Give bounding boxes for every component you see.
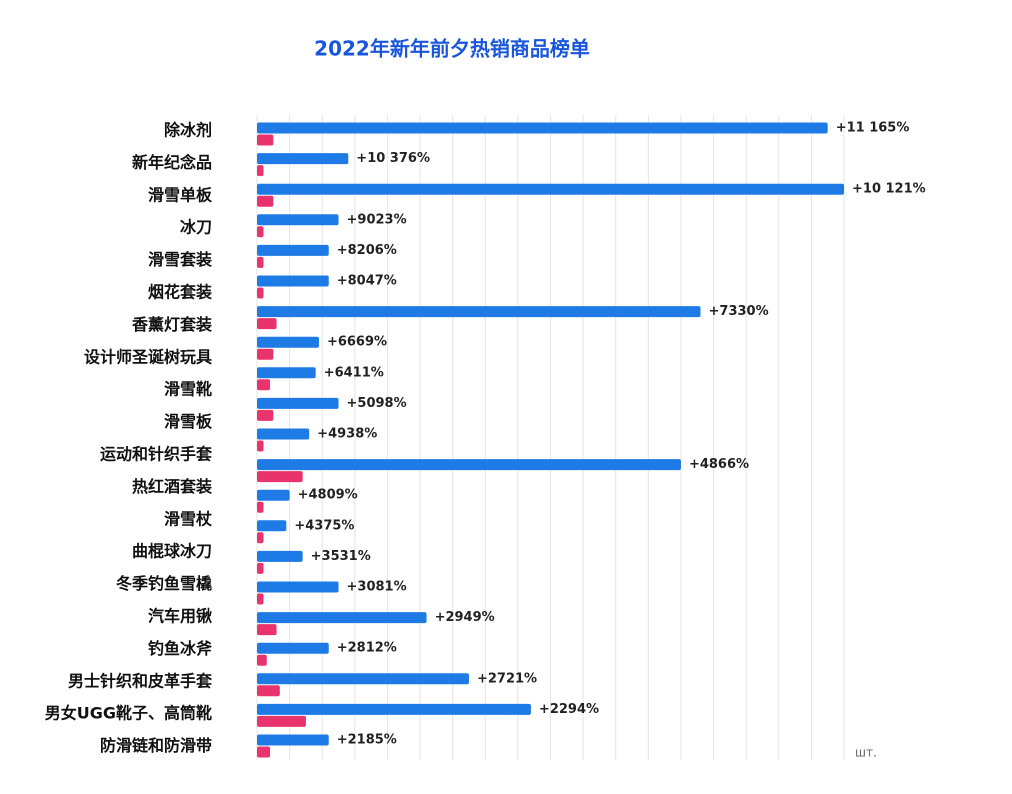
category-label: 曲棍球冰刀 bbox=[132, 542, 212, 561]
bar bbox=[257, 562, 264, 574]
bar bbox=[257, 489, 290, 501]
bar-annotation: +5098% bbox=[347, 396, 407, 411]
bar bbox=[257, 367, 316, 379]
category-label: 冰刀 bbox=[180, 218, 212, 237]
bar bbox=[257, 379, 271, 391]
unit-label: шт. bbox=[855, 746, 877, 760]
category-label: 滑雪杖 bbox=[164, 509, 212, 528]
bar bbox=[257, 122, 828, 134]
bar bbox=[257, 275, 329, 287]
bar bbox=[257, 520, 287, 532]
bar bbox=[257, 642, 329, 654]
bar-annotation: +2294% bbox=[539, 702, 599, 717]
bar bbox=[257, 348, 274, 360]
bar bbox=[257, 581, 339, 593]
bar bbox=[257, 471, 303, 483]
bar-annotation: +2949% bbox=[435, 610, 495, 625]
bar bbox=[257, 226, 264, 238]
bar-annotation: +4866% bbox=[689, 457, 749, 472]
bar bbox=[257, 409, 274, 421]
bar-annotation: +2185% bbox=[337, 733, 397, 748]
bar bbox=[257, 336, 319, 348]
bar-annotation: +10 376% bbox=[356, 151, 430, 166]
bar bbox=[257, 612, 427, 624]
bar bbox=[257, 501, 264, 513]
bar-annotation: +8206% bbox=[337, 243, 397, 258]
category-label: 滑雪靴 bbox=[164, 380, 212, 399]
bar bbox=[257, 397, 339, 409]
bar bbox=[257, 685, 280, 697]
bar-annotation: +4938% bbox=[317, 427, 377, 442]
category-label: 男女UGG靴子、高筒靴 bbox=[45, 704, 212, 723]
category-label: 汽车用锹 bbox=[148, 607, 213, 626]
bar bbox=[257, 734, 329, 746]
bar bbox=[257, 746, 271, 758]
bar bbox=[257, 550, 303, 562]
bar-annotation: +6669% bbox=[327, 335, 387, 350]
bar bbox=[257, 183, 844, 195]
bar-annotation: +6411% bbox=[324, 365, 384, 380]
bar bbox=[257, 153, 349, 165]
bar-annotation: +11 165% bbox=[836, 121, 910, 136]
category-label: 冬季钓鱼雪橇 bbox=[116, 574, 212, 593]
bar bbox=[257, 459, 681, 471]
bar-annotation: +4375% bbox=[294, 518, 354, 533]
bar-annotation: +3531% bbox=[311, 549, 371, 564]
bar bbox=[257, 440, 264, 452]
category-label: 运动和针织手套 bbox=[100, 445, 213, 464]
category-label: 香薰灯套装 bbox=[131, 315, 212, 334]
bar bbox=[257, 654, 267, 666]
bar bbox=[257, 593, 264, 605]
category-label: 除冰剂 bbox=[164, 121, 212, 140]
bar bbox=[257, 532, 264, 544]
bar-annotation: +2812% bbox=[337, 641, 397, 656]
bar bbox=[257, 287, 264, 299]
bar bbox=[257, 673, 469, 685]
category-label: 钓鱼冰斧 bbox=[148, 639, 213, 658]
bar bbox=[257, 195, 274, 207]
bar-annotation: +10 121% bbox=[852, 182, 926, 197]
bar bbox=[257, 703, 531, 715]
bar bbox=[257, 214, 339, 226]
category-label: 防滑链和防滑带 bbox=[100, 736, 212, 755]
bar bbox=[257, 306, 701, 318]
category-label: 滑雪板 bbox=[164, 412, 213, 431]
bar bbox=[257, 715, 306, 727]
bar-annotation: +3081% bbox=[347, 580, 407, 595]
category-label: 滑雪单板 bbox=[148, 185, 213, 204]
bar bbox=[257, 256, 264, 268]
category-label: 新年纪念品 bbox=[132, 153, 212, 172]
bar bbox=[257, 318, 277, 330]
bar bbox=[257, 165, 264, 177]
chart-title: 2022年新年前夕热销商品榜单 bbox=[314, 37, 590, 61]
bar bbox=[257, 428, 310, 440]
bar-annotation: +8047% bbox=[337, 274, 397, 289]
bar bbox=[257, 244, 329, 256]
category-label: 男士针织和皮革手套 bbox=[68, 671, 213, 690]
bar-annotation: +4809% bbox=[298, 488, 358, 503]
bar bbox=[257, 134, 274, 146]
bar-annotation: +2721% bbox=[477, 671, 537, 686]
category-label: 热红酒套装 bbox=[132, 477, 212, 496]
category-label: 烟花套装 bbox=[148, 283, 212, 302]
category-label: 设计师圣诞树玩具 bbox=[84, 347, 212, 366]
bar-annotation: +7330% bbox=[709, 304, 769, 319]
bar bbox=[257, 624, 277, 636]
bar-annotation: +9023% bbox=[347, 212, 407, 227]
category-label: 滑雪套装 bbox=[148, 250, 212, 269]
